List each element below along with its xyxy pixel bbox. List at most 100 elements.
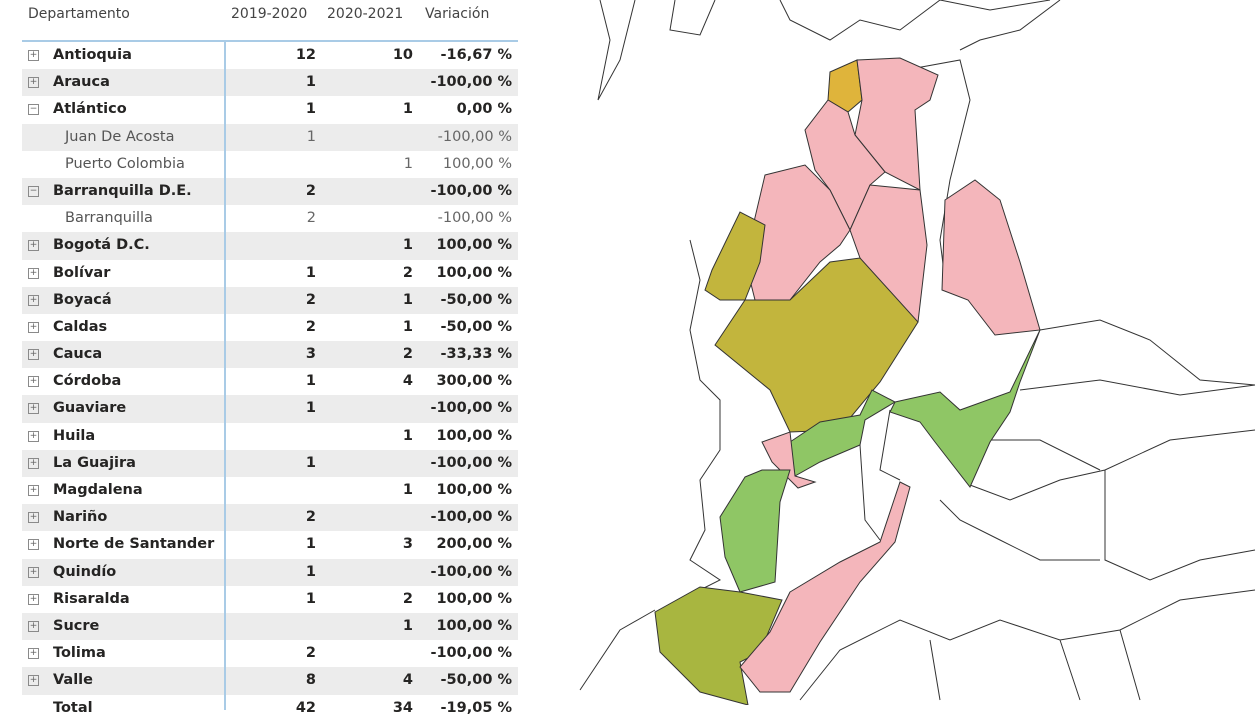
row-name: Bogotá D.C.	[53, 237, 150, 254]
value-variacion: -16,67 %	[440, 47, 512, 63]
value-variacion: -100,00 %	[437, 128, 512, 145]
expand-icon[interactable]: +	[28, 620, 39, 632]
value-2020-2021: 1	[403, 155, 413, 172]
row-name: Quindío	[53, 563, 117, 580]
value-variacion: -100,00 %	[430, 454, 512, 471]
expand-icon[interactable]: +	[28, 294, 39, 306]
table-row[interactable]: + Quindío 1 -100,00 %	[22, 558, 518, 586]
expand-icon[interactable]: +	[28, 648, 39, 660]
value-2020-2021: 34	[392, 699, 413, 716]
table-row[interactable]: + Magdalena 1 100,00 %	[22, 477, 518, 504]
value-variacion: 200,00 %	[436, 536, 512, 553]
table-row[interactable]: Puerto Colombia 1 100,00 %	[22, 151, 518, 178]
table-row[interactable]: + Nariño 2 -100,00 %	[22, 504, 518, 532]
value-2019-2020: 1	[305, 373, 316, 390]
value-2019-2020: 1	[306, 128, 316, 145]
value-variacion: -100,00 %	[430, 509, 512, 526]
expand-icon[interactable]: +	[28, 321, 39, 333]
row-name: Barranquilla	[65, 210, 153, 227]
collapse-icon[interactable]: −	[28, 104, 39, 116]
row-name: Total	[53, 699, 93, 716]
value-2019-2020: 1	[305, 400, 316, 417]
table-row[interactable]: + Huila 1 100,00 %	[22, 423, 518, 450]
header-departamento[interactable]: Departamento	[28, 6, 130, 22]
value-variacion: 100,00 %	[436, 237, 512, 254]
table-row[interactable]: Juan De Acosta 1 -100,00 %	[22, 123, 518, 151]
header-variacion[interactable]: Variación	[425, 6, 490, 22]
table-row[interactable]: + Córdoba 1 4 300,00 %	[22, 368, 518, 395]
row-name: Caldas	[53, 318, 108, 335]
value-2020-2021: 2	[402, 346, 413, 363]
region-choco	[704, 211, 766, 301]
table-row[interactable]: − Barranquilla D.E. 2 -100,00 %	[22, 177, 518, 206]
table-row[interactable]: Barranquilla 2 -100,00 %	[22, 205, 518, 232]
region-risaralda	[761, 431, 817, 489]
table-row[interactable]: + Cauca 3 2 -33,33 %	[22, 341, 518, 369]
header-2019-2020[interactable]: 2019-2020	[231, 6, 308, 22]
value-2019-2020: 12	[295, 47, 316, 63]
value-variacion: 100,00 %	[442, 155, 512, 172]
region-norte-santander	[941, 179, 1041, 336]
total-row[interactable]: Total 42 34 -19,05 %	[22, 695, 518, 722]
row-name: Antioquia	[53, 47, 132, 63]
table-row[interactable]: + Sucre 1 100,00 %	[22, 612, 518, 641]
value-variacion: -50,00 %	[440, 318, 512, 335]
value-variacion: -100,00 %	[437, 210, 512, 227]
value-variacion: 100,00 %	[436, 590, 512, 607]
table-row[interactable]: + Tolima 2 -100,00 %	[22, 640, 518, 667]
expand-icon[interactable]: +	[28, 512, 39, 524]
row-name: Atlántico	[53, 101, 127, 118]
expand-icon[interactable]: +	[28, 675, 39, 687]
row-name: Huila	[53, 427, 96, 444]
value-2020-2021: 1	[402, 427, 413, 444]
expand-icon[interactable]: +	[28, 593, 39, 605]
table-row[interactable]: + Bogotá D.C. 1 100,00 %	[22, 232, 518, 260]
row-name: Puerto Colombia	[65, 155, 185, 172]
value-variacion: -100,00 %	[430, 400, 512, 417]
table-row[interactable]: + Caldas 2 1 -50,00 %	[22, 314, 518, 341]
table-row[interactable]: + Boyacá 2 1 -50,00 %	[22, 286, 518, 314]
table-row[interactable]: + Antioquia 12 10 -16,67 %	[22, 42, 518, 69]
expand-icon[interactable]: +	[28, 50, 39, 61]
expand-icon[interactable]: +	[28, 539, 39, 551]
table-row[interactable]: + Guaviare 1 -100,00 %	[22, 395, 518, 423]
value-variacion: 100,00 %	[436, 264, 512, 281]
table-row[interactable]: + Bolívar 1 2 100,00 %	[22, 260, 518, 287]
row-name: Córdoba	[53, 373, 122, 390]
value-2020-2021: 4	[402, 373, 413, 390]
table-row[interactable]: + La Guajira 1 -100,00 %	[22, 449, 518, 477]
value-2019-2020: 2	[305, 318, 316, 335]
region-huila-tolima	[739, 481, 911, 693]
value-2020-2021: 1	[402, 617, 413, 634]
table-row[interactable]: − Atlántico 1 1 0,00 %	[22, 96, 518, 123]
row-name: Barranquilla D.E.	[53, 182, 192, 199]
expand-icon[interactable]: +	[28, 77, 39, 89]
region-atlantico	[827, 59, 863, 113]
value-2019-2020: 2	[305, 645, 316, 662]
table-row[interactable]: + Risaralda 1 2 100,00 %	[22, 586, 518, 613]
value-variacion: 100,00 %	[436, 482, 512, 498]
header-2020-2021[interactable]: 2020-2021	[327, 6, 404, 22]
table-row[interactable]: + Valle 8 4 -50,00 %	[22, 667, 518, 695]
value-2019-2020: 42	[295, 699, 316, 716]
expand-icon[interactable]: +	[28, 485, 39, 496]
table-row[interactable]: + Norte de Santander 1 3 200,00 %	[22, 531, 518, 558]
expand-icon[interactable]: +	[28, 403, 39, 415]
row-name: Norte de Santander	[53, 536, 215, 553]
row-name: Arauca	[53, 74, 110, 91]
expand-icon[interactable]: +	[28, 457, 39, 469]
collapse-icon[interactable]: −	[28, 185, 39, 197]
expand-icon[interactable]: +	[28, 267, 39, 279]
table-row[interactable]: + Arauca 1 -100,00 %	[22, 69, 518, 97]
expand-icon[interactable]: +	[28, 376, 39, 388]
row-name: Nariño	[53, 509, 108, 526]
region-boyaca	[889, 329, 1041, 488]
value-2019-2020: 2	[305, 182, 316, 199]
expand-icon[interactable]: +	[28, 430, 39, 442]
expand-icon[interactable]: +	[28, 240, 39, 252]
value-2019-2020: 1	[305, 454, 316, 471]
expand-icon[interactable]: +	[28, 566, 39, 578]
region-magdalena-guajira	[854, 57, 939, 191]
expand-icon[interactable]: +	[28, 349, 39, 361]
choropleth-map[interactable]	[560, 0, 1260, 705]
